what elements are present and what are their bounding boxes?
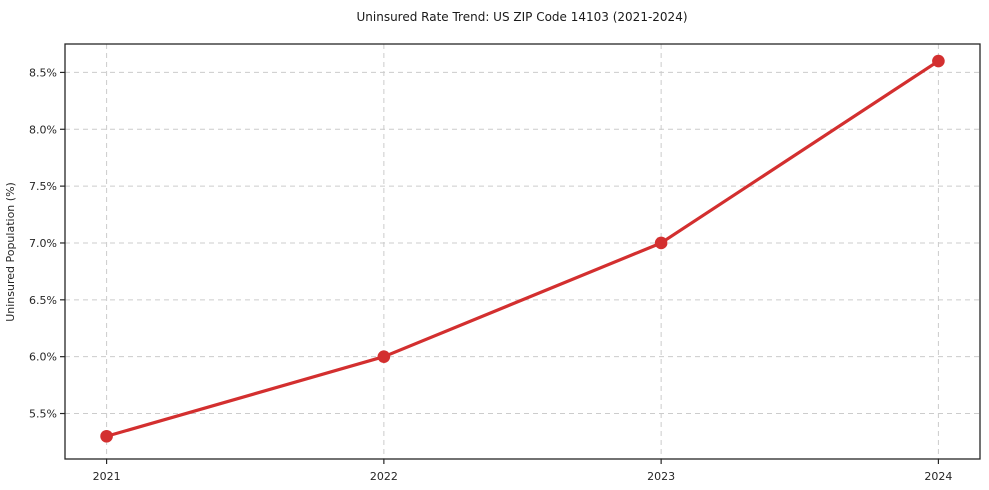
y-tick-label: 7.0% (29, 237, 57, 250)
chart-title: Uninsured Rate Trend: US ZIP Code 14103 … (356, 10, 687, 24)
x-tick-label: 2023 (647, 470, 675, 483)
y-tick-label: 8.0% (29, 123, 57, 136)
x-tick-label: 2024 (924, 470, 952, 483)
tick-layer: 5.5% 6.0% 6.5% 7.0% 7.5% 8.0% 8.5% 2021 2022 2023… (29, 66, 952, 483)
x-tick-label: 2022 (370, 470, 398, 483)
y-tick-label: 6.0% (29, 351, 57, 364)
y-tick-label: 8.5% (29, 66, 57, 79)
x-tick-label: 2021 (93, 470, 121, 483)
data-point-marker (932, 54, 945, 68)
grid-layer (65, 44, 980, 459)
y-tick-label: 7.5% (29, 180, 57, 193)
data-point-marker (100, 429, 113, 443)
y-tick-label: 5.5% (29, 408, 57, 421)
trend-line (104, 59, 941, 438)
y-tick-label: 6.5% (29, 294, 57, 307)
y-axis-label: Uninsured Population (%) (4, 182, 17, 322)
plot-frame (64, 43, 981, 460)
plot-frame-layer (64, 43, 981, 460)
data-series-layer (100, 54, 945, 443)
data-point-marker (654, 236, 668, 250)
data-point-marker (377, 350, 391, 363)
